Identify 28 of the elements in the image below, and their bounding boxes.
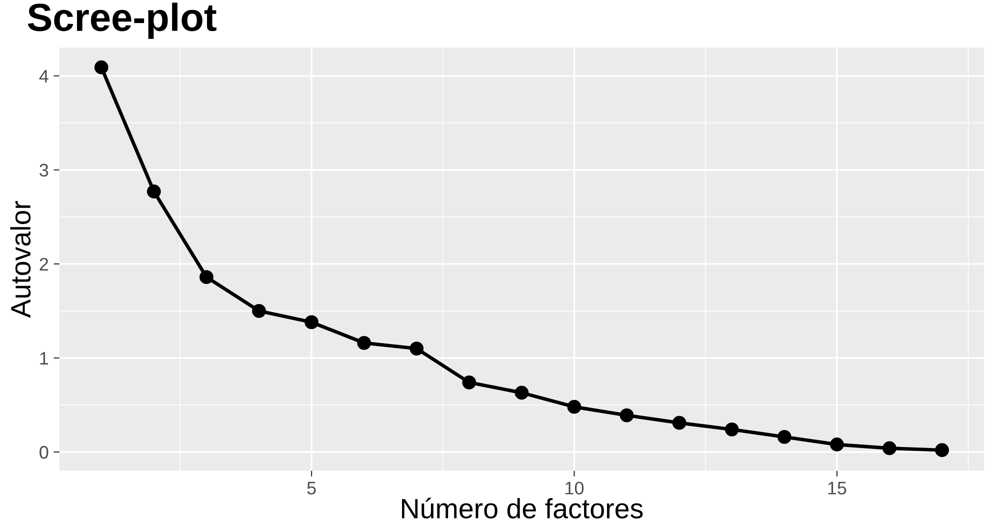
point [935, 443, 949, 458]
point [146, 184, 161, 198]
point [200, 270, 214, 284]
point [620, 408, 634, 422]
point [304, 315, 318, 330]
point [94, 60, 108, 74]
point [462, 375, 476, 390]
x-tick-label: 10 [566, 482, 584, 494]
y-tick-label: 2 [40, 258, 48, 270]
y-tick-label: 0 [40, 446, 48, 459]
point [252, 304, 266, 318]
y-tick-label: 4 [39, 70, 48, 82]
y-tick-label: 3 [40, 164, 48, 177]
y-tick-label: 1 [40, 352, 48, 364]
x-tick-label: 5 [307, 482, 316, 494]
point [672, 416, 686, 430]
point [567, 400, 582, 414]
point [882, 441, 896, 456]
point [830, 438, 844, 452]
x-axis-title: Número de factores [402, 498, 643, 518]
point [514, 386, 529, 400]
point [410, 342, 424, 356]
y-axis-title: Autovalor [10, 200, 31, 318]
x-tick-label: 15 [828, 482, 846, 494]
point [357, 336, 372, 350]
point [777, 430, 792, 444]
chart-title: Scree-plot [28, 2, 216, 39]
point [724, 422, 739, 436]
